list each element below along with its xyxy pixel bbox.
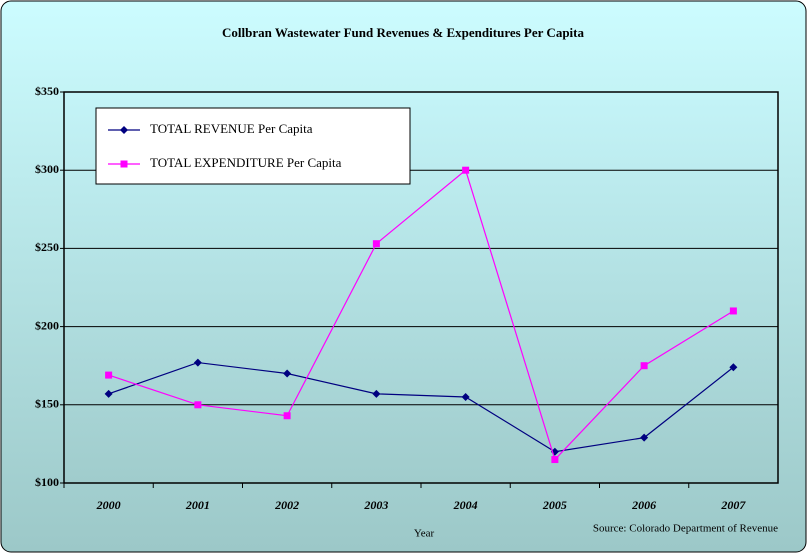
point <box>729 363 738 372</box>
point <box>372 240 380 248</box>
x-tick-label: 2002 <box>274 498 299 512</box>
point <box>120 160 128 168</box>
x-tick-label: 2007 <box>720 498 746 512</box>
x-tick-label: 2005 <box>542 498 567 512</box>
x-tick-label: 2006 <box>631 498 656 512</box>
point <box>283 412 291 420</box>
x-tick-label: 2001 <box>185 498 210 512</box>
legend-label: TOTAL REVENUE Per Capita <box>150 121 313 136</box>
point <box>640 362 648 370</box>
series-line <box>108 169 734 461</box>
series-line <box>108 361 734 453</box>
y-tick-label: $200 <box>35 318 59 332</box>
legend-label: TOTAL EXPENDITURE Per Capita <box>150 155 342 170</box>
point <box>640 433 649 442</box>
point <box>283 369 292 378</box>
y-tick-label: $150 <box>35 397 59 411</box>
point <box>105 371 113 379</box>
point <box>462 166 470 174</box>
x-axis-label: Year <box>414 528 435 540</box>
point <box>551 456 559 464</box>
y-tick-label: $300 <box>35 162 59 176</box>
x-tick-label: 2000 <box>96 498 121 512</box>
y-tick-label: $250 <box>35 240 59 254</box>
point <box>193 358 202 367</box>
point <box>194 401 202 409</box>
y-tick-label: $350 <box>35 84 59 98</box>
point <box>104 389 113 398</box>
y-tick-label: $100 <box>35 475 59 489</box>
chart-title: Collbran Wastewater Fund Revenues & Expe… <box>222 25 584 40</box>
point <box>729 307 737 315</box>
point <box>372 389 381 398</box>
source-note: Source: Colorado Department of Revenue <box>593 523 778 535</box>
x-tick-label: 2003 <box>363 498 388 512</box>
x-tick-label: 2004 <box>453 498 478 512</box>
point <box>461 392 470 401</box>
legend-box <box>95 107 411 185</box>
point <box>120 126 128 134</box>
